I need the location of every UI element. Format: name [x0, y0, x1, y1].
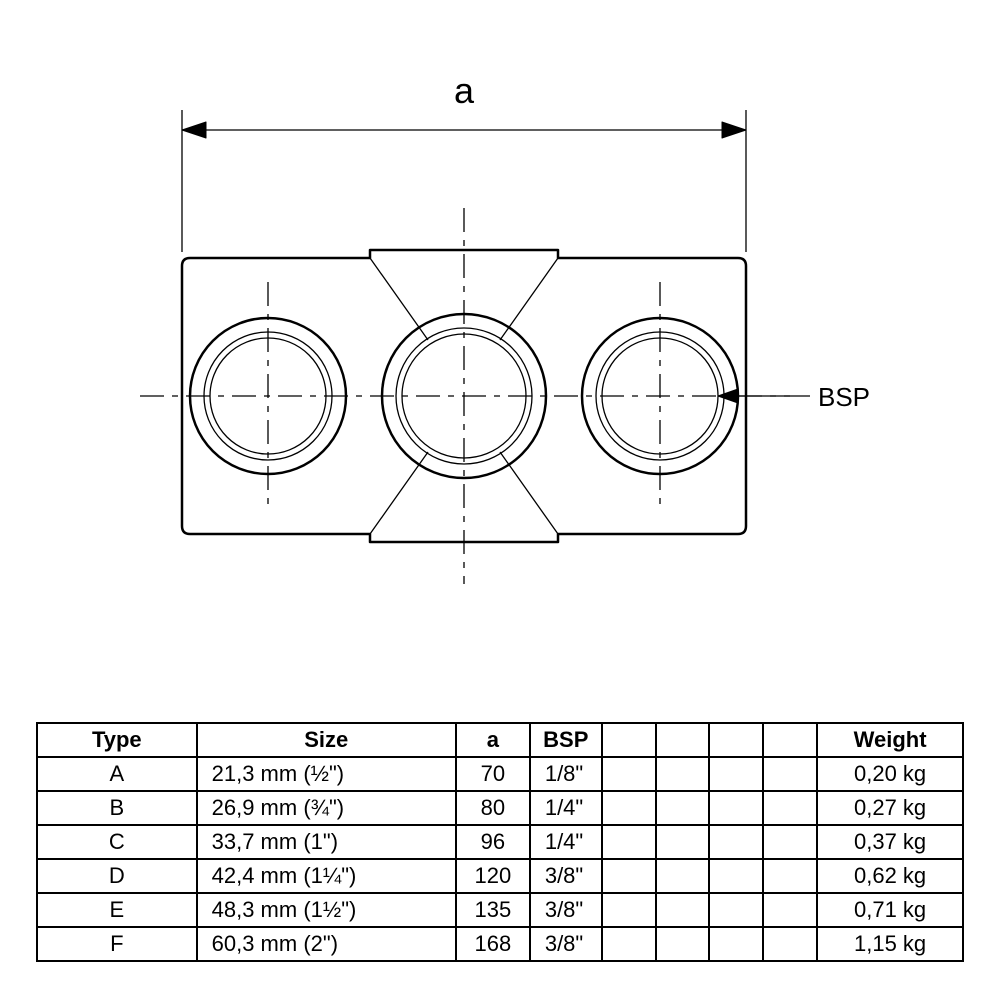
technical-drawing: [0, 0, 1000, 700]
table-header: [763, 723, 817, 757]
table-header: Type: [37, 723, 197, 757]
table-cell: [656, 757, 710, 791]
table-cell: 3/8": [530, 859, 602, 893]
table-cell: [763, 757, 817, 791]
table-cell: 120: [456, 859, 530, 893]
table-header: [656, 723, 710, 757]
table-header: a: [456, 723, 530, 757]
table-cell: 0,27 kg: [817, 791, 963, 825]
table-header: [602, 723, 656, 757]
table-cell: 3/8": [530, 927, 602, 961]
table-row: F60,3 mm (2")1683/8" 1,15 kg: [37, 927, 963, 961]
table-cell: [656, 791, 710, 825]
table-row: E48,3 mm (1½")1353/8" 0,71 kg: [37, 893, 963, 927]
table-cell: [763, 859, 817, 893]
table-cell: 1/4": [530, 825, 602, 859]
table-cell: [656, 893, 710, 927]
table-cell: A: [37, 757, 197, 791]
table-cell: [763, 791, 817, 825]
table-cell: 1,15 kg: [817, 927, 963, 961]
table-row: D42,4 mm (1¼")1203/8" 0,62 kg: [37, 859, 963, 893]
table-cell: 0,62 kg: [817, 859, 963, 893]
table-cell: [709, 893, 763, 927]
table-cell: [709, 859, 763, 893]
table-cell: E: [37, 893, 197, 927]
table-cell: [656, 927, 710, 961]
table-cell: 135: [456, 893, 530, 927]
table-cell: 33,7 mm (1"): [197, 825, 456, 859]
table-cell: 0,37 kg: [817, 825, 963, 859]
table-cell: [709, 791, 763, 825]
table-header: Size: [197, 723, 456, 757]
table-cell: [602, 893, 656, 927]
table-cell: 70: [456, 757, 530, 791]
table-cell: 1/4": [530, 791, 602, 825]
table-cell: [656, 825, 710, 859]
table-cell: F: [37, 927, 197, 961]
table-cell: 3/8": [530, 893, 602, 927]
table-cell: [709, 757, 763, 791]
table-cell: 60,3 mm (2"): [197, 927, 456, 961]
table-header: Weight: [817, 723, 963, 757]
table-cell: 1/8": [530, 757, 602, 791]
table-header: BSP: [530, 723, 602, 757]
table-cell: 48,3 mm (1½"): [197, 893, 456, 927]
table-cell: 96: [456, 825, 530, 859]
table-row: B26,9 mm (¾")801/4" 0,27 kg: [37, 791, 963, 825]
table-cell: [709, 825, 763, 859]
table-cell: 168: [456, 927, 530, 961]
table-cell: 42,4 mm (1¼"): [197, 859, 456, 893]
dimension-a-label: a: [450, 70, 478, 112]
table-cell: 21,3 mm (½"): [197, 757, 456, 791]
table-cell: [763, 825, 817, 859]
table-cell: [602, 859, 656, 893]
table-cell: D: [37, 859, 197, 893]
table-cell: [763, 893, 817, 927]
table-cell: 26,9 mm (¾"): [197, 791, 456, 825]
table-cell: 0,20 kg: [817, 757, 963, 791]
spec-table: TypeSizeaBSP Weight A21,3 mm (½")701/8" 0,2…: [36, 722, 964, 962]
drawing-canvas: a BSP TypeSizeaBSPWeightA21,3 mm (½")701…: [0, 0, 1000, 1000]
table-cell: [656, 859, 710, 893]
table-header: [709, 723, 763, 757]
table-row: A21,3 mm (½")701/8" 0,20 kg: [37, 757, 963, 791]
table-cell: 0,71 kg: [817, 893, 963, 927]
table-cell: [602, 757, 656, 791]
table-cell: [602, 825, 656, 859]
table-cell: 80: [456, 791, 530, 825]
table-row: C33,7 mm (1")961/4" 0,37 kg: [37, 825, 963, 859]
bsp-label: BSP: [818, 382, 870, 413]
table-cell: [763, 927, 817, 961]
table-cell: [602, 791, 656, 825]
table-cell: [602, 927, 656, 961]
table-cell: [709, 927, 763, 961]
table-cell: B: [37, 791, 197, 825]
table-cell: C: [37, 825, 197, 859]
